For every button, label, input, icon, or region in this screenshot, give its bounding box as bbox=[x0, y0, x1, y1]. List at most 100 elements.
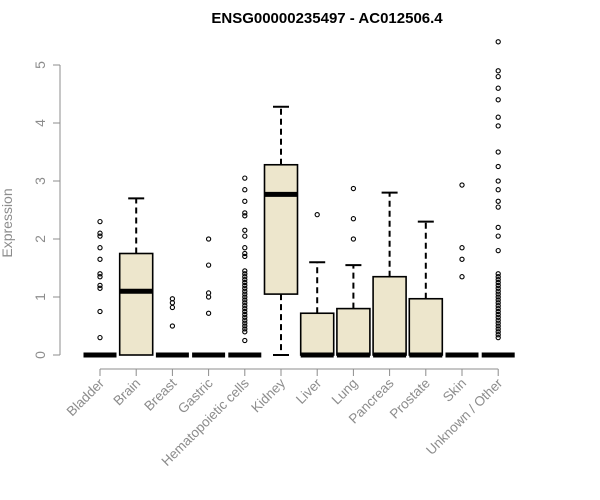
outlier-point bbox=[169, 296, 176, 302]
y-tick-label: 5 bbox=[32, 61, 48, 69]
outlier-point bbox=[242, 326, 248, 332]
outlier-point bbox=[97, 282, 103, 289]
outlier-point bbox=[495, 332, 501, 338]
x-tick-label: Skin bbox=[440, 376, 469, 405]
iqr-box bbox=[372, 275, 407, 356]
outlier-point bbox=[350, 185, 357, 192]
box-group bbox=[299, 211, 335, 358]
outlier-point bbox=[314, 211, 320, 218]
box-group bbox=[83, 218, 117, 358]
outlier-point bbox=[242, 187, 248, 193]
outlier-point bbox=[495, 149, 501, 155]
outlier-point bbox=[495, 271, 501, 277]
box-group bbox=[118, 197, 154, 356]
outlier-point bbox=[495, 187, 501, 193]
outlier-point bbox=[242, 337, 248, 344]
outlier-point bbox=[495, 308, 501, 315]
outlier-point bbox=[169, 323, 176, 329]
outlier-point bbox=[495, 178, 501, 184]
outlier-point bbox=[495, 305, 501, 312]
outlier-point bbox=[97, 308, 103, 315]
outlier-point bbox=[495, 326, 501, 332]
outlier-point bbox=[495, 198, 501, 204]
outlier-point bbox=[242, 297, 248, 303]
outlier-point bbox=[242, 305, 248, 312]
outlier-point bbox=[495, 282, 501, 289]
outlier-point bbox=[495, 39, 501, 45]
box-group bbox=[408, 220, 444, 358]
outlier-point bbox=[495, 73, 501, 80]
outlier-point bbox=[495, 68, 501, 74]
y-tick-label: 4 bbox=[32, 119, 48, 127]
outlier-point bbox=[242, 311, 248, 318]
outlier-point bbox=[495, 85, 501, 91]
outlier-point bbox=[242, 245, 248, 251]
outlier-point bbox=[242, 308, 248, 315]
outlier-point bbox=[242, 279, 248, 286]
outlier-point bbox=[495, 291, 501, 297]
outlier-point bbox=[495, 317, 501, 323]
outlier-point bbox=[242, 288, 248, 294]
outlier-point bbox=[495, 204, 501, 210]
outlier-point bbox=[242, 175, 248, 181]
outlier-point bbox=[169, 304, 176, 311]
outlier-point bbox=[495, 97, 501, 103]
outlier-point bbox=[205, 310, 212, 316]
outlier-point bbox=[242, 320, 248, 326]
iqr-box bbox=[263, 163, 299, 295]
outlier-point bbox=[242, 276, 248, 283]
outlier-point bbox=[97, 245, 103, 251]
outlier-point bbox=[495, 323, 501, 329]
outlier-point bbox=[495, 303, 501, 309]
x-tick-label: Prostate bbox=[387, 376, 433, 422]
outlier-point bbox=[97, 285, 103, 291]
y-tick-label: 1 bbox=[32, 293, 48, 301]
outlier-point bbox=[242, 291, 248, 297]
y-axis: 0 1 2 3 4 5 bbox=[32, 61, 61, 359]
x-tick-label: Lung bbox=[329, 376, 361, 408]
outlier-point bbox=[242, 198, 248, 204]
y-tick-label: 3 bbox=[32, 177, 48, 185]
y-tick-label: 2 bbox=[32, 235, 48, 243]
iqr-box bbox=[408, 297, 444, 356]
outlier-point bbox=[495, 288, 501, 294]
outlier-point bbox=[242, 233, 248, 239]
outlier-point bbox=[495, 285, 501, 291]
outlier-point bbox=[495, 279, 501, 286]
x-tick-label: Breast bbox=[141, 375, 179, 413]
box-group bbox=[336, 185, 371, 358]
x-tick-label: Liver bbox=[293, 375, 325, 407]
outlier-point bbox=[495, 329, 501, 335]
outlier-point bbox=[495, 276, 501, 283]
outlier-point bbox=[97, 274, 103, 280]
outlier-point bbox=[242, 303, 248, 309]
outlier-point bbox=[495, 233, 501, 239]
outlier-point bbox=[97, 256, 103, 262]
outlier-point bbox=[242, 227, 248, 233]
outlier-point bbox=[495, 320, 501, 326]
outlier-point bbox=[495, 311, 501, 318]
outlier-point bbox=[350, 236, 357, 242]
box-group bbox=[372, 191, 407, 358]
outlier-point bbox=[495, 224, 501, 231]
y-tick-label: 0 bbox=[32, 351, 48, 359]
box-group bbox=[192, 236, 226, 358]
outlier-point bbox=[495, 114, 501, 120]
outlier-point bbox=[459, 256, 465, 262]
outlier-point bbox=[242, 250, 248, 257]
outlier-point bbox=[459, 182, 465, 188]
outlier-point bbox=[242, 274, 248, 280]
outlier-point bbox=[242, 271, 248, 277]
outlier-point bbox=[495, 247, 501, 254]
outlier-point bbox=[97, 233, 103, 239]
iqr-box bbox=[299, 312, 335, 356]
outlier-point bbox=[495, 274, 501, 280]
iqr-box bbox=[336, 307, 371, 356]
outlier-point bbox=[242, 314, 248, 320]
y-axis-label: Expression bbox=[0, 188, 15, 257]
outlier-point bbox=[97, 334, 103, 341]
outlier-point bbox=[205, 290, 212, 296]
outlier-point bbox=[495, 334, 501, 341]
